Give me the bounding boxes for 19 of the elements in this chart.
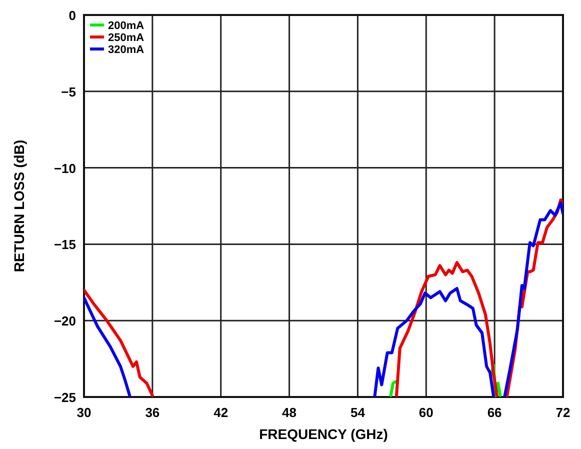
y-tick-label: 0 <box>68 8 76 23</box>
y-axis-title: RETURN LOSS (dB) <box>11 140 27 272</box>
x-tick-label: 54 <box>350 405 366 420</box>
x-tick-label: 36 <box>145 405 160 420</box>
legend-label: 200mA <box>108 20 144 32</box>
y-tick-label: −25 <box>54 390 76 405</box>
x-tick-label: 30 <box>76 405 92 420</box>
x-tick-label: 42 <box>214 405 228 420</box>
x-tick-label: 72 <box>556 405 570 420</box>
y-tick-label: −15 <box>54 237 76 252</box>
x-tick-label: 60 <box>418 405 434 420</box>
x-tick-label: 48 <box>282 405 297 420</box>
x-axis-title: FREQUENCY (GHz) <box>259 426 388 442</box>
y-tick-label: −10 <box>54 160 76 176</box>
y-tick-label: −20 <box>54 314 76 329</box>
y-tick-label: −5 <box>61 84 76 100</box>
legend-label: 250mA <box>108 32 144 44</box>
legend-label: 320mA <box>108 44 144 56</box>
x-tick-label: 66 <box>487 405 502 420</box>
